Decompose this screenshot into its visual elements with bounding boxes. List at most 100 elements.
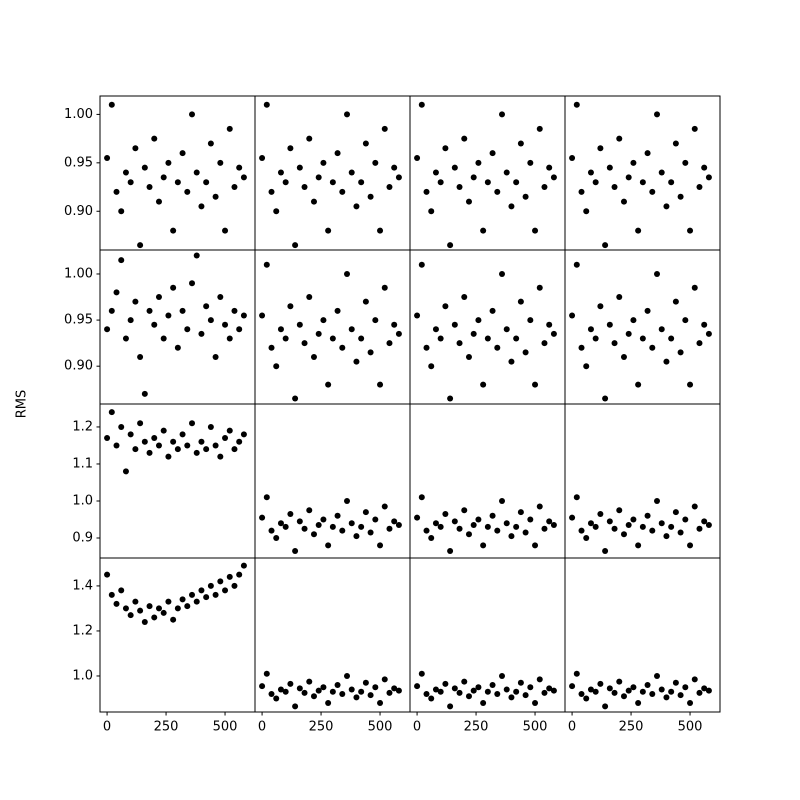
scatter-point [334, 307, 341, 314]
scatter-point [263, 670, 270, 677]
scatter-point [282, 523, 289, 530]
x-tick-label: 500 [678, 720, 703, 735]
scatter-point [348, 169, 355, 176]
scatter-point [418, 494, 425, 501]
scatter-point [654, 672, 661, 679]
scatter-point [381, 125, 388, 132]
scatter-point [170, 438, 177, 445]
scatter-point [606, 518, 613, 525]
scatter-point [611, 689, 618, 696]
scatter-point [451, 321, 458, 328]
scatter-point [367, 529, 374, 536]
scatter-point [184, 188, 191, 195]
scatter-point [344, 497, 351, 504]
y-tick-label: 1.2 [72, 623, 93, 638]
scatter-point [465, 198, 472, 205]
scatter-point [606, 685, 613, 692]
y-tick-label: 1.00 [64, 107, 93, 122]
scatter-point [118, 208, 125, 215]
scatter-point [470, 522, 477, 529]
scatter-point [170, 616, 177, 623]
scatter-point [432, 326, 439, 333]
scatter-point [344, 111, 351, 118]
scatter-point [358, 523, 365, 530]
scatter-point [189, 591, 196, 598]
scatter-point [259, 312, 266, 319]
scatter-point [532, 699, 539, 706]
scatter-point [160, 335, 167, 342]
scatter-point [263, 261, 270, 268]
scatter-point [353, 358, 360, 365]
scatter-point [414, 514, 421, 521]
scatter-point [268, 344, 275, 351]
scatter-point [127, 179, 134, 186]
scatter-point [160, 174, 167, 181]
scatter-point [573, 101, 580, 108]
scatter-point [292, 242, 299, 249]
scatter-point [104, 326, 111, 333]
scatter-point [259, 154, 266, 161]
scatter-point [527, 317, 534, 324]
panel-frame [409, 249, 566, 405]
scatter-point [672, 140, 679, 147]
scatter-point [541, 525, 548, 532]
scatter-point [141, 618, 148, 625]
scatter-point [273, 208, 280, 215]
scatter-point [236, 571, 243, 578]
scatter-point [602, 242, 609, 249]
scatter-point [423, 690, 430, 697]
scatter-point [616, 678, 623, 685]
scatter-point [170, 284, 177, 291]
scatter-point [701, 164, 708, 171]
scatter-point [236, 438, 243, 445]
scatter-point [475, 684, 482, 691]
scatter-point [592, 335, 599, 342]
scatter-point [437, 335, 444, 342]
scatter-point [470, 687, 477, 694]
scatter-point [489, 307, 496, 314]
scatter-point [334, 150, 341, 157]
scatter-point [386, 184, 393, 191]
scatter-point [155, 198, 162, 205]
scatter-point [494, 690, 501, 697]
scatter-point [184, 442, 191, 449]
scatter-point [104, 435, 111, 442]
scatter-point [222, 587, 229, 594]
scatter-point [522, 692, 529, 699]
scatter-point [644, 307, 651, 314]
scatter-point [329, 523, 336, 530]
scatter-point [451, 685, 458, 692]
scatter-point [113, 289, 120, 296]
scatter-point [118, 257, 125, 264]
panel-frame [564, 249, 721, 405]
scatter-point [320, 159, 327, 166]
scatter-point [682, 684, 689, 691]
scatter-point [259, 683, 266, 690]
scatter-point [113, 442, 120, 449]
scatter-point [155, 294, 162, 301]
scatter-point [447, 547, 454, 554]
scatter-point [301, 525, 308, 532]
scatter-point [550, 687, 557, 694]
scatter-point [546, 518, 553, 525]
scatter-point [442, 145, 449, 152]
scatter-point [146, 603, 153, 610]
y-tick-label: 0.9 [72, 531, 93, 546]
scatter-point [630, 317, 637, 324]
scatter-point [484, 179, 491, 186]
scatter-point [428, 535, 435, 542]
scatter-point [310, 531, 317, 538]
scatter-point [625, 330, 632, 337]
scatter-point [395, 330, 402, 337]
scatter-point [597, 510, 604, 517]
x-tick-label: 0 [103, 720, 111, 735]
scatter-point [630, 684, 637, 691]
scatter-point [606, 164, 613, 171]
scatter-point [301, 340, 308, 347]
scatter-point [146, 184, 153, 191]
scatter-point [296, 164, 303, 171]
scatter-point [569, 683, 576, 690]
scatter-point [320, 317, 327, 324]
scatter-point [644, 681, 651, 688]
